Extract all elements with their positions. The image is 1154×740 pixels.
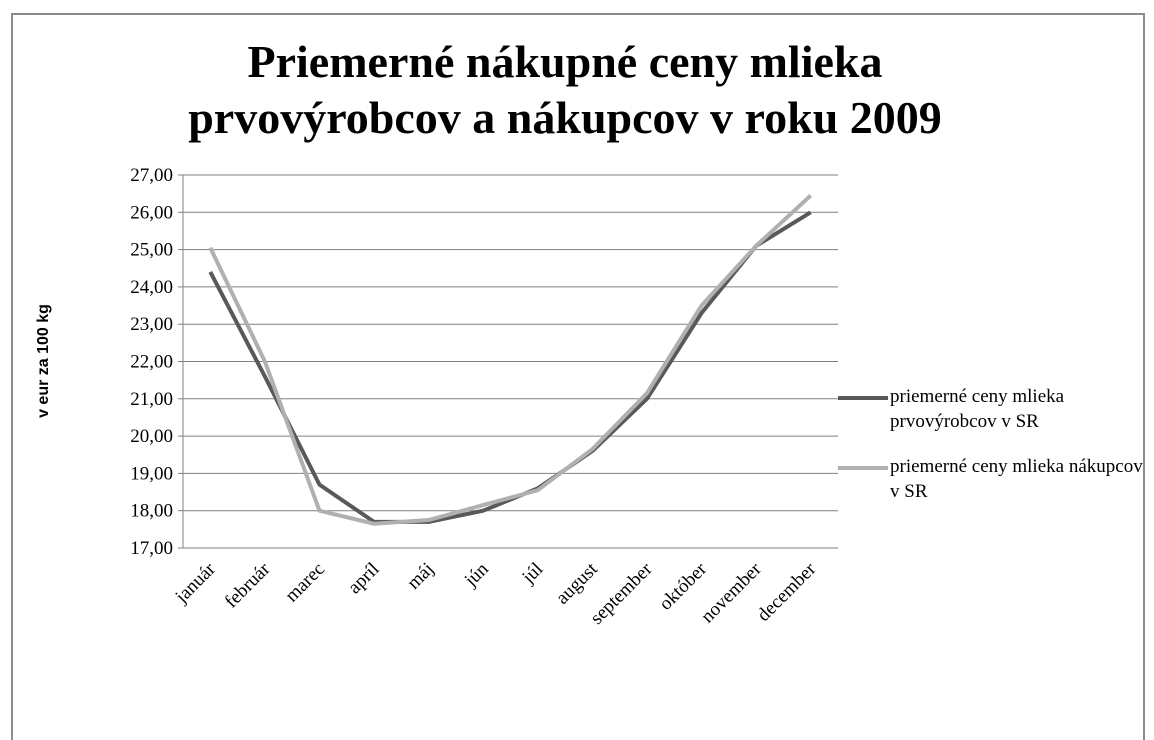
x-tick-label: apríl: [344, 559, 383, 598]
series-line: [208, 210, 812, 524]
y-tick-label: 22,00: [130, 352, 173, 373]
frame: [11, 13, 1145, 740]
legend-label: priemerné ceny mlieka nákupcov v SR: [890, 456, 1143, 502]
y-tick-label: 25,00: [130, 240, 173, 261]
y-tick-label: 19,00: [130, 463, 173, 484]
legend-label: priemerné ceny mlieka prvovýrobcov v SR: [890, 386, 1065, 432]
x-tick-label: jún: [460, 558, 493, 591]
x-tick-label: december: [753, 558, 821, 626]
y-tick-label: 17,00: [130, 538, 173, 559]
y-tick-label: 26,00: [130, 202, 173, 223]
chart-title: Priemerné nákupné ceny mlieka prvovýrobc…: [188, 36, 942, 143]
y-tick-label: 20,00: [130, 426, 173, 447]
x-tick-label: máj: [403, 559, 438, 594]
y-tick-label: 24,00: [130, 277, 173, 298]
y-axis-label: v eur za 100 kg: [35, 304, 52, 418]
x-tick-label: júl: [518, 559, 548, 589]
series-line: [208, 194, 813, 526]
x-tick-label: november: [697, 558, 766, 627]
x-tick-label: marec: [281, 559, 329, 607]
x-tick-label: január: [171, 558, 221, 608]
y-tick-label: 18,00: [130, 501, 173, 522]
x-tick-label: február: [221, 558, 275, 612]
x-tick-label: august: [552, 558, 602, 608]
y-tick-label: 23,00: [130, 314, 173, 335]
y-tick-label: 21,00: [130, 389, 173, 410]
y-tick-label: 27,00: [130, 165, 173, 186]
